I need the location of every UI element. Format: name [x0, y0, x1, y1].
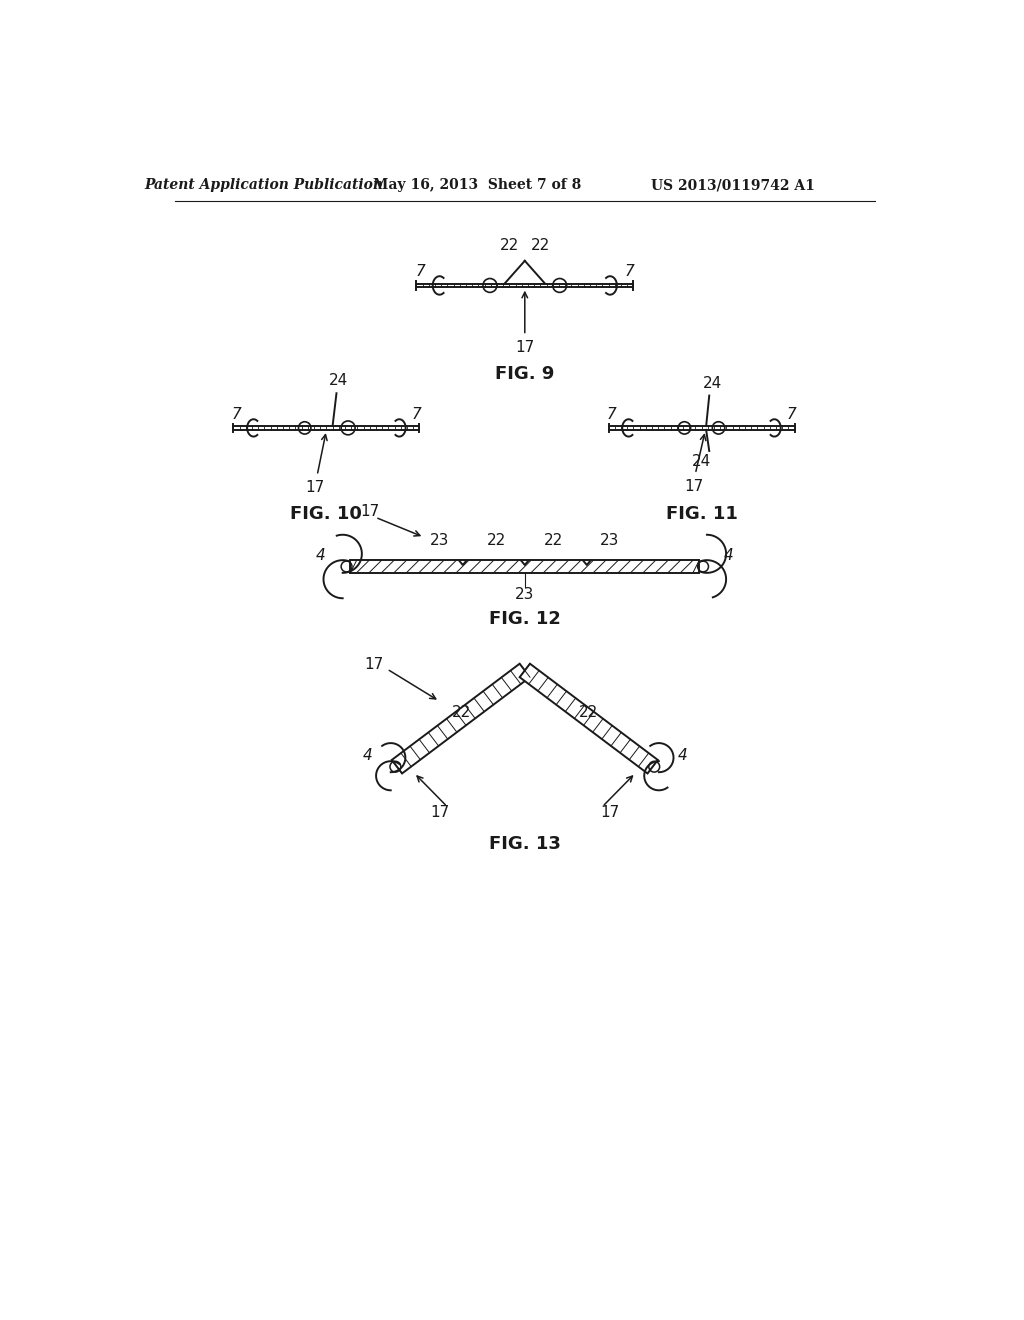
- Bar: [350, 560, 699, 573]
- Text: 17: 17: [430, 805, 450, 821]
- Text: 7: 7: [786, 408, 797, 422]
- Text: 4: 4: [677, 748, 687, 763]
- Text: May 16, 2013  Sheet 7 of 8: May 16, 2013 Sheet 7 of 8: [373, 178, 581, 193]
- Text: 23: 23: [515, 586, 535, 602]
- Text: 7: 7: [416, 264, 425, 279]
- Text: 22: 22: [579, 705, 598, 721]
- Text: 17: 17: [600, 805, 620, 821]
- Text: 22: 22: [530, 238, 550, 253]
- Text: FIG. 12: FIG. 12: [488, 610, 561, 628]
- Text: 17: 17: [305, 480, 325, 495]
- Text: 7: 7: [625, 264, 634, 279]
- Text: 7: 7: [607, 408, 616, 422]
- Text: 7: 7: [231, 408, 242, 422]
- Text: 4: 4: [316, 548, 326, 564]
- Text: 23: 23: [600, 533, 620, 548]
- Text: 24: 24: [692, 454, 711, 470]
- Text: 22: 22: [544, 533, 563, 548]
- Polygon shape: [392, 664, 530, 774]
- Text: 4: 4: [724, 548, 733, 564]
- Text: 22: 22: [500, 238, 519, 253]
- Text: 7: 7: [412, 408, 421, 422]
- Text: 17: 17: [684, 479, 703, 494]
- Text: FIG. 10: FIG. 10: [291, 506, 362, 523]
- Text: US 2013/0119742 A1: US 2013/0119742 A1: [650, 178, 814, 193]
- Polygon shape: [519, 664, 657, 774]
- Text: 22: 22: [486, 533, 506, 548]
- Text: Patent Application Publication: Patent Application Publication: [144, 178, 383, 193]
- Text: 24: 24: [702, 376, 722, 391]
- Text: 17: 17: [515, 339, 535, 355]
- Text: FIG. 13: FIG. 13: [488, 834, 561, 853]
- Text: FIG. 11: FIG. 11: [666, 506, 737, 523]
- Text: 22: 22: [452, 705, 471, 721]
- Text: FIG. 9: FIG. 9: [496, 366, 554, 383]
- Text: 17: 17: [365, 657, 383, 672]
- Text: 24: 24: [329, 372, 348, 388]
- Text: 4: 4: [362, 748, 373, 763]
- Text: 23: 23: [430, 533, 450, 548]
- Text: 17: 17: [360, 503, 380, 519]
